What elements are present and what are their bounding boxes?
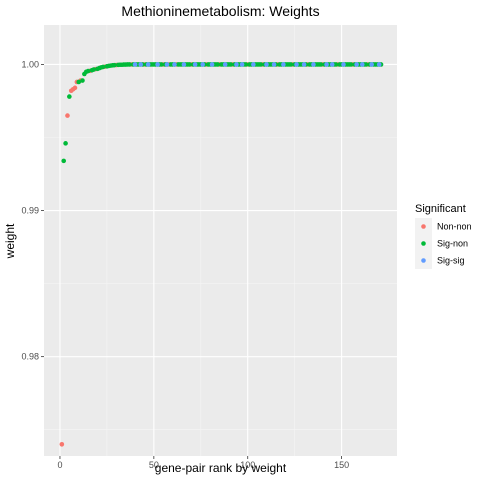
y-axis-ticks: 0.98 0.99 1.00 (21, 59, 44, 362)
data-point (91, 67, 97, 72)
data-point (181, 62, 187, 67)
data-point (243, 62, 249, 67)
data-point (187, 62, 192, 67)
data-point (301, 62, 307, 67)
data-point (164, 62, 170, 67)
data-point (155, 62, 160, 67)
legend-label: Sig-sig (437, 256, 465, 266)
data-point (239, 62, 245, 67)
data-point (112, 62, 117, 68)
data-point (127, 62, 132, 67)
data-point (288, 62, 294, 67)
data-point (59, 442, 65, 447)
x-axis-ticks: 0 50 100 150 (57, 456, 349, 470)
data-point (311, 62, 316, 67)
data-point (324, 62, 329, 67)
data-point (172, 62, 177, 67)
legend-key-point (421, 224, 426, 229)
data-point (61, 158, 67, 164)
data-point (376, 62, 382, 67)
x-tick-label: 150 (334, 460, 349, 470)
legend: Significant Non-non Sig-non Sig-sig (415, 203, 472, 269)
data-point (132, 62, 138, 67)
x-axis-label: gene-pair rank by weight (155, 461, 287, 475)
legend-label: Non-non (437, 222, 472, 232)
data-point (234, 62, 239, 67)
data-point (100, 64, 106, 70)
y-tick-label: 0.98 (21, 352, 39, 362)
data-point (354, 62, 359, 67)
legend-entries: Non-non Sig-non Sig-sig (415, 218, 472, 269)
legend-key-point (421, 258, 426, 263)
data-point (294, 62, 299, 67)
data-point (271, 62, 277, 67)
data-point (80, 78, 85, 83)
minor-gridlines (44, 25, 397, 456)
legend-key-point (421, 241, 426, 246)
data-point (209, 62, 215, 67)
legend-item-sig-non: Sig-non (415, 235, 468, 252)
data-point (363, 62, 369, 67)
data-point (281, 62, 286, 67)
data-point (369, 62, 374, 67)
data-point (329, 62, 335, 67)
x-tick-label: 100 (240, 460, 255, 470)
data-point (215, 62, 220, 67)
data-point (85, 68, 91, 74)
data-point (258, 62, 264, 67)
data-point (67, 94, 72, 99)
data-point (72, 85, 78, 91)
data-point (200, 62, 205, 67)
legend-label: Sig-non (437, 239, 468, 249)
data-point (159, 62, 164, 67)
data-point (145, 62, 151, 67)
x-tick-label: 50 (149, 460, 159, 470)
data-points (59, 62, 384, 447)
data-point (228, 62, 234, 67)
chart-title: Methioninemetabolism: Weights (121, 3, 319, 19)
series-sig-sig (132, 62, 382, 67)
y-axis-label: weight (3, 223, 17, 259)
y-tick-label: 0.99 (21, 206, 39, 216)
data-point (348, 62, 354, 67)
legend-title: Significant (415, 203, 466, 215)
data-point (359, 62, 365, 67)
data-point (333, 62, 339, 67)
data-point (251, 62, 256, 67)
legend-item-non-non: Non-non (415, 218, 472, 235)
data-point (264, 62, 269, 67)
plot-panel (44, 25, 397, 456)
x-tick-label: 0 (57, 460, 62, 470)
data-point (65, 113, 70, 118)
data-point (138, 62, 143, 67)
data-point (222, 62, 228, 67)
data-point (192, 62, 198, 67)
data-point (63, 141, 68, 146)
data-point (318, 62, 324, 67)
data-point (341, 62, 346, 67)
data-point (76, 79, 82, 85)
y-tick-label: 1.00 (21, 59, 39, 69)
legend-item-sig-sig: Sig-sig (415, 252, 465, 269)
